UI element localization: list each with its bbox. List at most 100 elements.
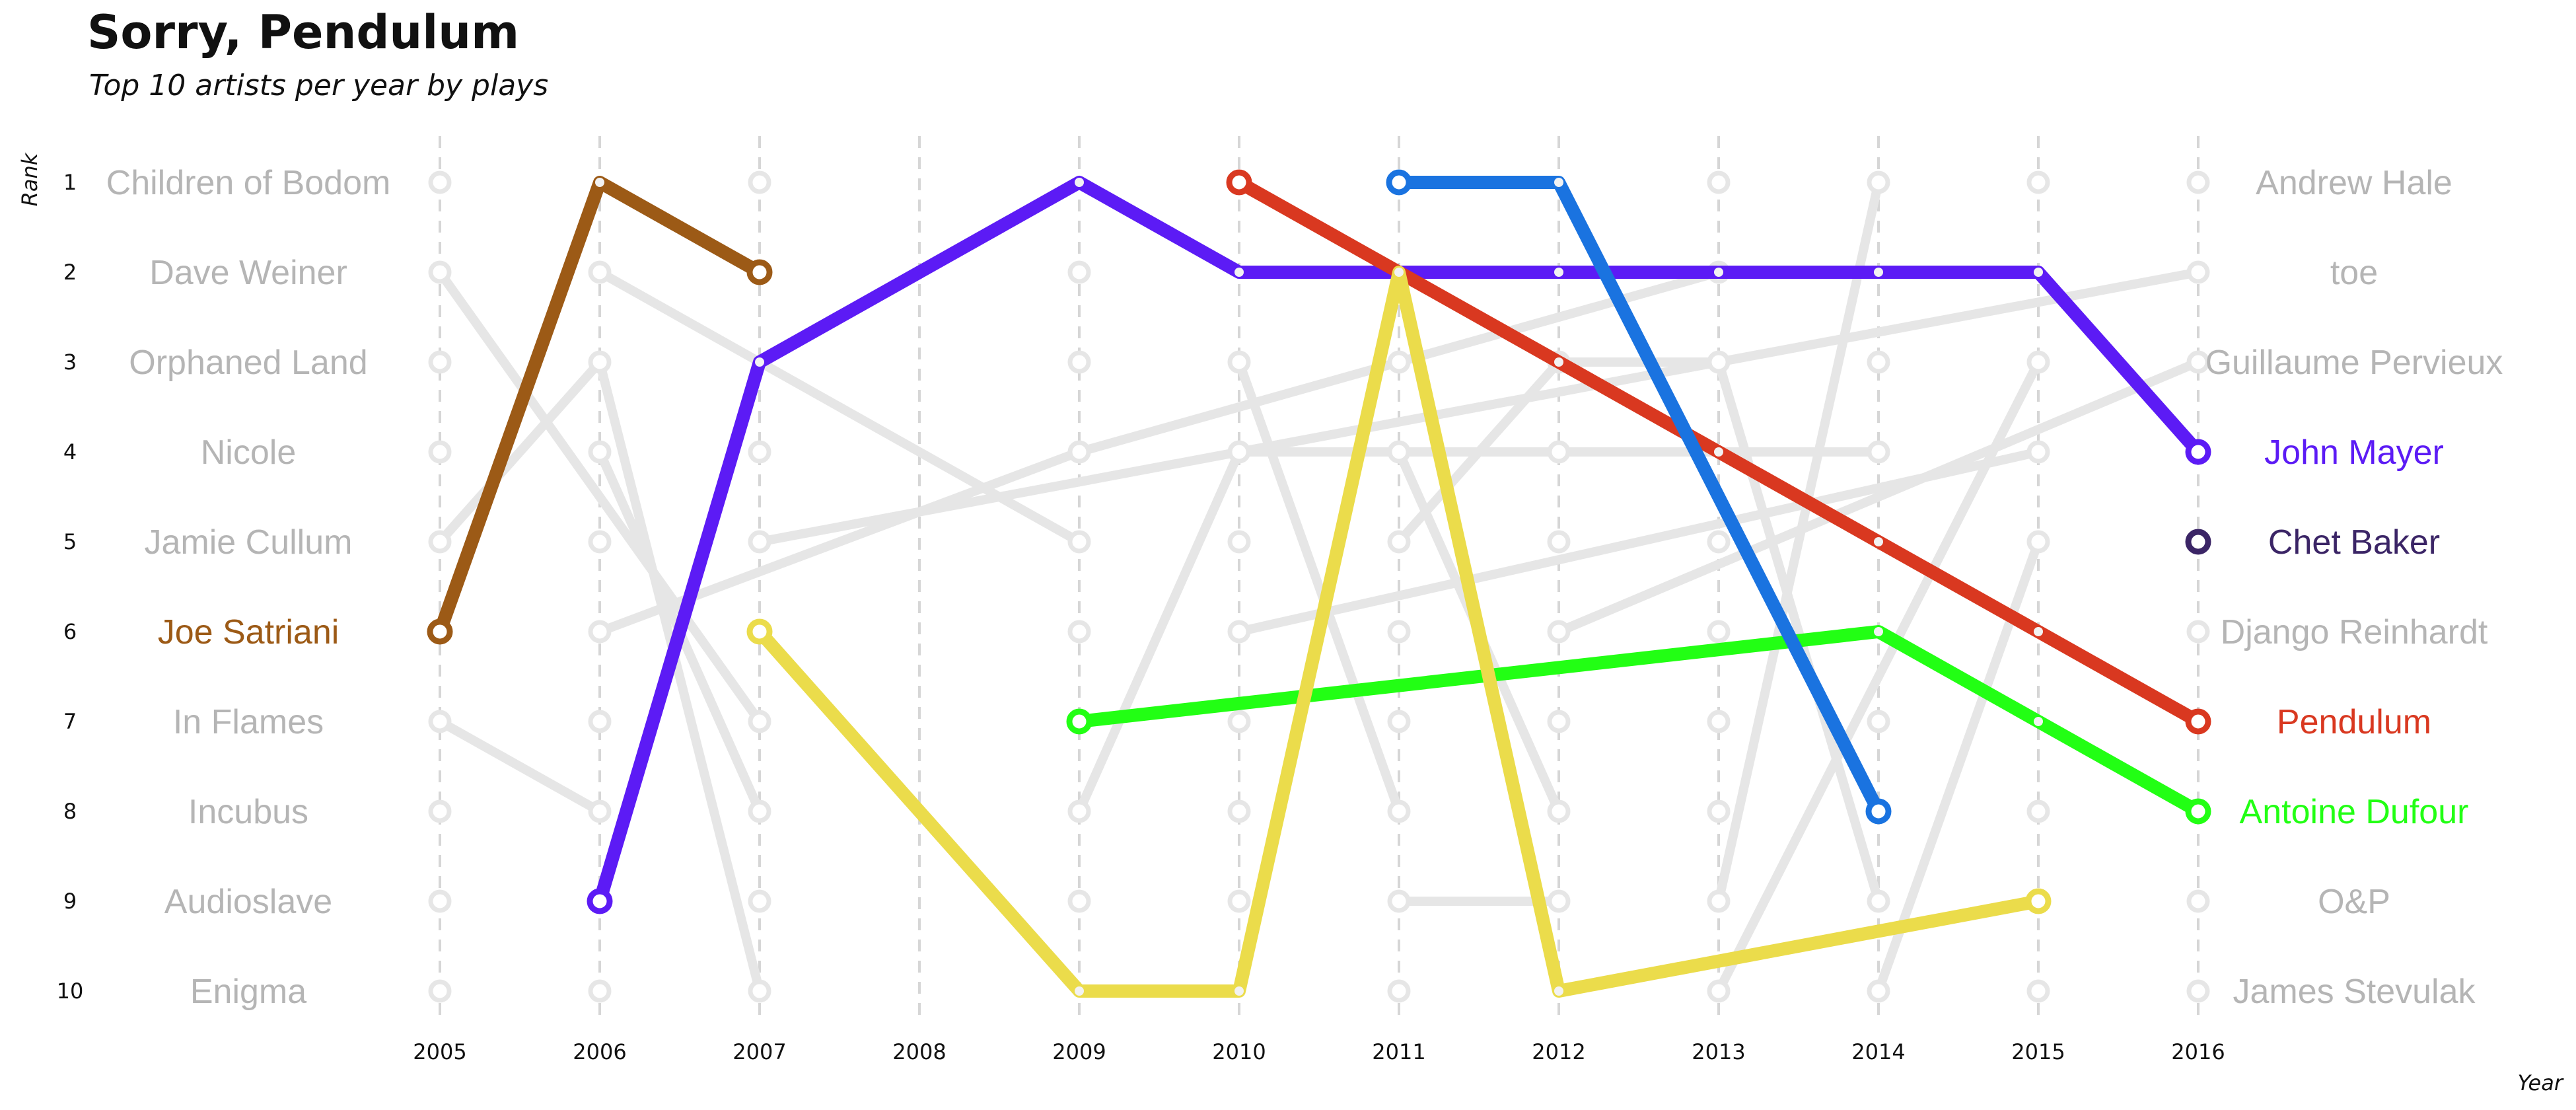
- background-point-2010-3: [1227, 350, 1251, 374]
- right-label-pendulum: Pendulum: [2277, 703, 2431, 741]
- left-label-joe-satriani: Joe Satriani: [158, 613, 340, 651]
- right-label-andrew-hale: Andrew Hale: [2256, 164, 2452, 202]
- empty-marker-2009-9: [1067, 889, 1091, 913]
- empty-rank-markers: [428, 170, 2210, 1003]
- x-tick-2005: 2005: [413, 1039, 466, 1064]
- background-point-2015-4: [2026, 440, 2050, 464]
- background-point-2007-10: [748, 979, 771, 1003]
- series-6-point-2011: [1394, 268, 1404, 277]
- empty-marker-2013-1: [1707, 170, 1731, 194]
- background-point-2009-4: [1067, 440, 1091, 464]
- series-5-point-2012: [1554, 178, 1563, 187]
- background-point-2013-9: [1707, 889, 1731, 913]
- antoine-dufour-line: [1073, 625, 2205, 818]
- background-point-2010-6: [1227, 620, 1251, 644]
- pendulum-point-2015: [2034, 627, 2043, 636]
- john-mayer-point-2007: [755, 357, 764, 367]
- right-label-toe: toe: [2330, 254, 2378, 292]
- john-mayer-point-2006: [587, 888, 613, 914]
- background-point-2011-4: [1387, 440, 1411, 464]
- background-point-2005-5: [428, 530, 452, 554]
- x-tick-2007: 2007: [733, 1039, 786, 1064]
- empty-marker-2006-7: [588, 710, 612, 733]
- background-point-2007-5: [748, 530, 771, 554]
- pendulum-point-2013: [1714, 447, 1723, 457]
- left-label-children-of-bodom: Children of Bodom: [106, 164, 391, 202]
- y-tick-7: 7: [63, 709, 77, 734]
- joe-satriani-point-2007: [746, 259, 773, 285]
- background-point-2014-10: [1867, 979, 1890, 1003]
- background-series-line-12: [1394, 357, 1883, 906]
- pendulum-point-2010: [1226, 169, 1252, 196]
- right-label-james-stevulak: James Stevulak: [2233, 973, 2476, 1011]
- empty-marker-2009-3: [1067, 350, 1091, 374]
- background-point-2005-7: [428, 710, 452, 733]
- y-tick-5: 5: [63, 529, 77, 554]
- background-point-2015-3: [2026, 350, 2050, 374]
- chart-subtitle: Top 10 artists per year by plays: [89, 69, 549, 102]
- y-axis-title: Rank: [17, 152, 42, 206]
- empty-marker-2005-8: [428, 799, 452, 823]
- joe-satriani-point-2006: [595, 178, 604, 187]
- empty-marker-2010-5: [1227, 530, 1251, 554]
- antoine-dufour-point-2015: [2034, 717, 2043, 726]
- background-series-line-1: [435, 268, 764, 726]
- grid-lines: [439, 136, 2200, 1024]
- x-tick-2009: 2009: [1052, 1039, 1106, 1064]
- background-series: [428, 170, 2210, 1003]
- y-tick-9: 9: [63, 889, 77, 914]
- background-point-2009-5: [1067, 530, 1091, 554]
- empty-marker-2007-9: [748, 889, 771, 913]
- empty-marker-2005-9: [428, 889, 452, 913]
- chart-title: Sorry, Pendulum: [87, 5, 520, 59]
- empty-marker-2012-5: [1547, 530, 1571, 554]
- background-point-2007-7: [748, 710, 771, 733]
- background-point-2014-4: [1867, 440, 1890, 464]
- series-6-line: [753, 266, 2045, 998]
- joe-satriani-point-2005: [427, 618, 453, 645]
- empty-marker-2016-1: [2186, 170, 2210, 194]
- right-label-chet-baker: Chet Baker: [2268, 523, 2440, 562]
- right-label-guillaume-pervieux: Guillaume Pervieux: [2205, 344, 2503, 382]
- empty-marker-2015-8: [2026, 799, 2050, 823]
- background-point-2014-1: [1867, 170, 1890, 194]
- highlight-series: [427, 169, 2211, 998]
- empty-marker-2014-7: [1867, 710, 1890, 733]
- background-point-2010-4: [1227, 440, 1251, 464]
- background-series-line-16: [1714, 357, 2043, 996]
- series-5-point-2014: [1865, 798, 1892, 825]
- chet-baker-point-2016: [2185, 529, 2211, 555]
- background-point-2012-8: [1547, 799, 1571, 823]
- x-tick-2011: 2011: [1372, 1039, 1425, 1064]
- x-tick-2006: 2006: [573, 1039, 626, 1064]
- empty-marker-2006-5: [588, 530, 612, 554]
- empty-marker-2016-10: [2186, 979, 2210, 1003]
- empty-marker-2015-10: [2026, 979, 2050, 1003]
- empty-marker-2011-3: [1387, 350, 1411, 374]
- y-tick-2: 2: [63, 260, 77, 285]
- empty-marker-2005-3: [428, 350, 452, 374]
- right-label-antoine-dufour: Antoine Dufour: [2240, 793, 2469, 831]
- john-mayer-point-2016: [2185, 439, 2211, 465]
- background-point-2006-2: [588, 260, 612, 284]
- background-series-line-15: [1714, 178, 1883, 906]
- background-point-2006-3: [588, 350, 612, 374]
- background-point-2006-4: [588, 440, 612, 464]
- empty-marker-2010-9: [1227, 889, 1251, 913]
- background-point-2014-9: [1867, 889, 1890, 913]
- y-tick-6: 6: [63, 619, 77, 644]
- series-6-point-2015: [2025, 888, 2052, 914]
- empty-marker-2015-1: [2026, 170, 2050, 194]
- y-tick-3: 3: [63, 350, 77, 375]
- pendulum-point-2014: [1874, 537, 1883, 546]
- right-label-oandp: O&P: [2318, 883, 2390, 921]
- left-label-in-flames: In Flames: [173, 703, 324, 741]
- x-tick-2008: 2008: [892, 1039, 946, 1064]
- x-tick-2013: 2013: [1692, 1039, 1745, 1064]
- x-tick-2010: 2010: [1212, 1039, 1266, 1064]
- series-6-point-2010: [1234, 986, 1244, 996]
- background-point-2013-10: [1707, 979, 1731, 1003]
- empty-marker-2012-7: [1547, 710, 1571, 733]
- john-mayer-point-2015: [2034, 268, 2043, 277]
